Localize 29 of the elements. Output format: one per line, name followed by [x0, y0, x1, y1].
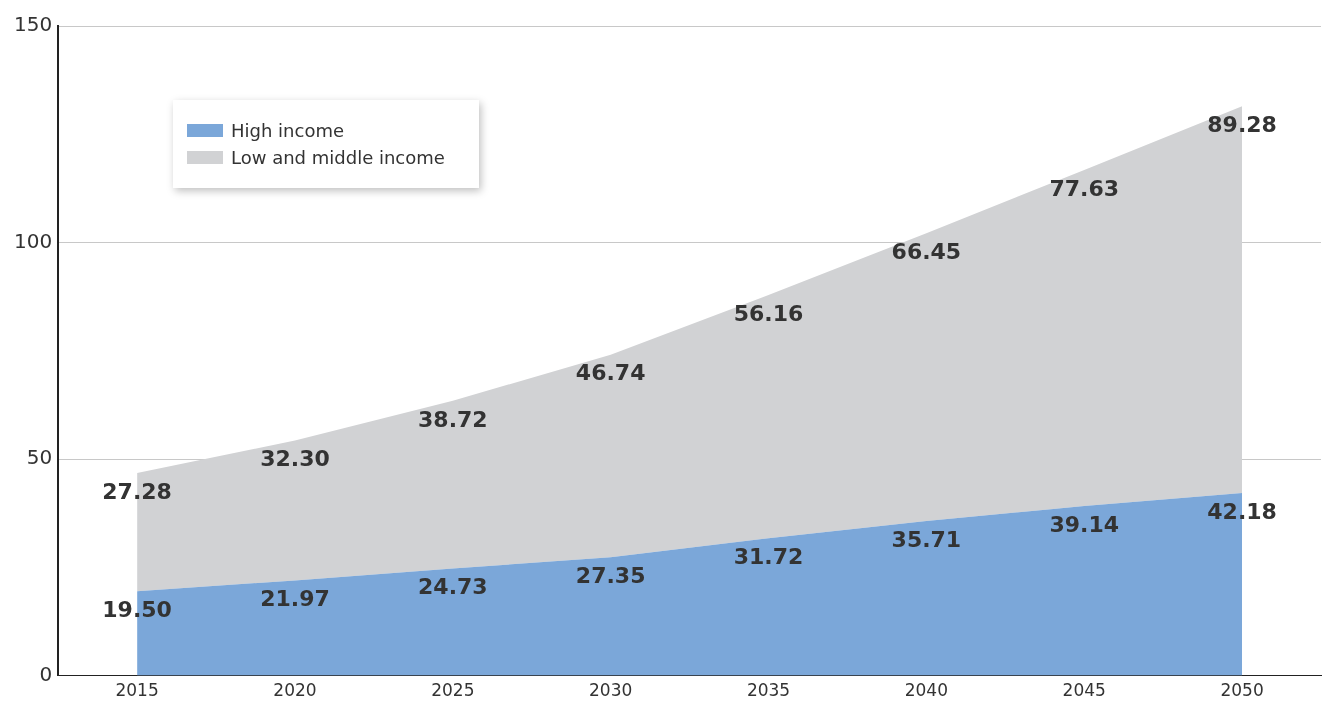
data-label: 35.71: [891, 526, 962, 552]
data-label: 77.63: [1049, 175, 1120, 201]
x-tick-label: 2015: [115, 680, 159, 701]
legend-label: Low and middle income: [231, 147, 445, 168]
x-tick-label: 2045: [1062, 680, 1106, 701]
data-label: 38.72: [418, 406, 488, 432]
data-label: 66.45: [891, 238, 962, 264]
x-tick-label: 2050: [1220, 680, 1264, 701]
y-tick-label: 150: [13, 12, 53, 37]
y-tick-label: 50: [26, 445, 53, 470]
data-label: 89.28: [1207, 112, 1277, 138]
data-label: 56.16: [733, 300, 804, 326]
x-tick-label: 2030: [589, 680, 633, 701]
x-tick-label: 2040: [904, 680, 948, 701]
data-label: 31.72: [733, 543, 804, 569]
x-tick-label: 2025: [431, 680, 475, 701]
data-label: 39.14: [1049, 511, 1120, 537]
y-tick-label: 0: [39, 661, 53, 686]
data-label: 27.35: [575, 562, 646, 588]
x-tick-label: 2035: [746, 680, 791, 701]
y-tick-label: 100: [13, 228, 53, 253]
x-tick-label: 2020: [273, 680, 317, 701]
data-label: 27.28: [102, 478, 172, 504]
data-label: 24.73: [418, 574, 488, 600]
data-label: 42.18: [1207, 498, 1277, 524]
data-label: 21.97: [260, 586, 330, 612]
data-label: 32.30: [260, 446, 330, 472]
data-label: 46.74: [575, 360, 646, 386]
legend-label: High income: [231, 120, 345, 141]
